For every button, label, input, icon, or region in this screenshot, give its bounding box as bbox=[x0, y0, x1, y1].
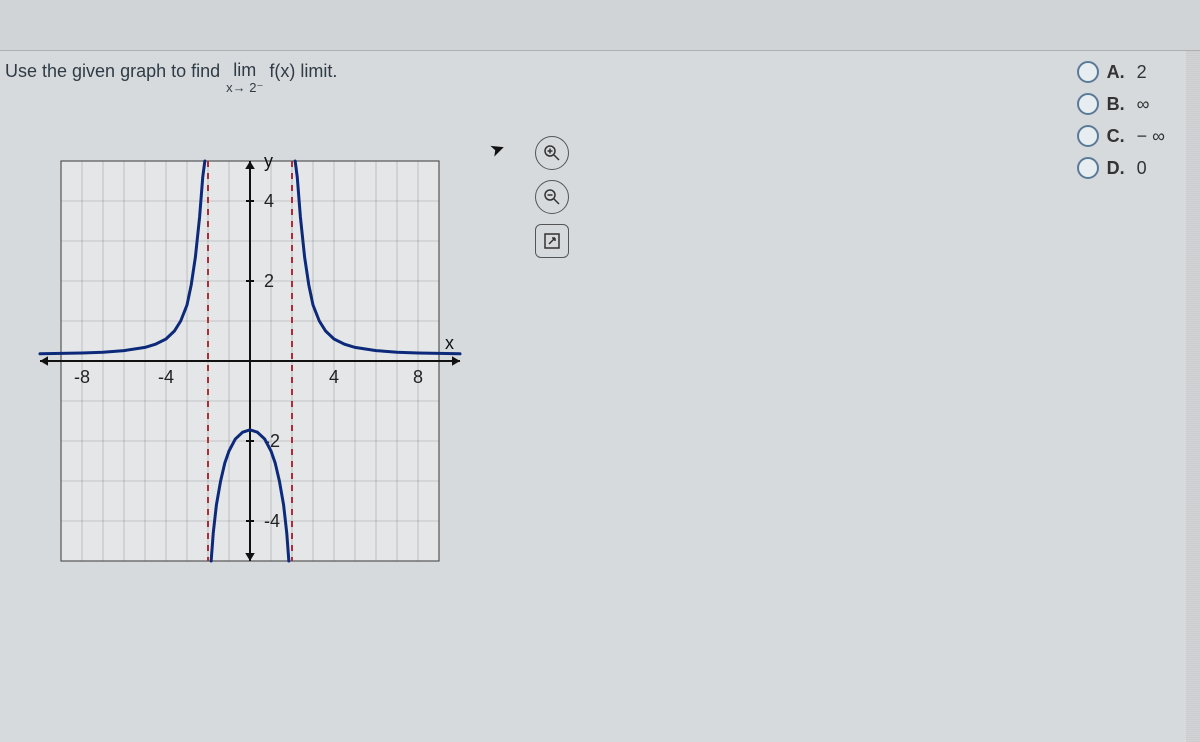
svg-text:-8: -8 bbox=[74, 367, 90, 387]
question-func: f(x) limit. bbox=[269, 61, 337, 82]
graph-tools bbox=[535, 136, 569, 258]
question-lead: Use the given graph to find bbox=[5, 61, 220, 82]
answer-option-b[interactable]: B. ∞ bbox=[1077, 93, 1165, 115]
limit-sub: x→ 2⁻ bbox=[226, 81, 263, 94]
svg-text:x: x bbox=[445, 333, 454, 353]
radio-b[interactable] bbox=[1077, 93, 1099, 115]
svg-text:-4: -4 bbox=[158, 367, 174, 387]
graph-container: yx-8-44842-2-4 bbox=[10, 131, 530, 591]
answer-value-a: 2 bbox=[1137, 62, 1147, 83]
answer-value-d: 0 bbox=[1137, 158, 1147, 179]
answer-value-b: ∞ bbox=[1137, 94, 1150, 115]
expand-button[interactable] bbox=[535, 224, 569, 258]
scrollbar[interactable] bbox=[1186, 51, 1200, 742]
zoom-in-button[interactable] bbox=[535, 136, 569, 170]
answer-letter-d: D. bbox=[1107, 158, 1125, 179]
svg-text:4: 4 bbox=[264, 191, 274, 211]
limit-expression: lim x→ 2⁻ bbox=[226, 61, 263, 94]
answer-option-d[interactable]: D. 0 bbox=[1077, 157, 1165, 179]
svg-text:4: 4 bbox=[329, 367, 339, 387]
answer-letter-a: A. bbox=[1107, 62, 1125, 83]
radio-d[interactable] bbox=[1077, 157, 1099, 179]
limit-top: lim bbox=[233, 61, 256, 79]
svg-text:2: 2 bbox=[264, 271, 274, 291]
radio-c[interactable] bbox=[1077, 125, 1099, 147]
question-page: Use the given graph to find lim x→ 2⁻ f(… bbox=[0, 50, 1200, 742]
answer-letter-b: B. bbox=[1107, 94, 1125, 115]
answer-option-a[interactable]: A. 2 bbox=[1077, 61, 1165, 83]
radio-a[interactable] bbox=[1077, 61, 1099, 83]
svg-text:-4: -4 bbox=[264, 511, 280, 531]
svg-text:y: y bbox=[264, 151, 273, 171]
answer-option-c[interactable]: C. − ∞ bbox=[1077, 125, 1165, 147]
answer-choices: A. 2 B. ∞ C. − ∞ D. 0 bbox=[1077, 61, 1165, 179]
answer-value-c: − ∞ bbox=[1137, 126, 1165, 147]
answer-letter-c: C. bbox=[1107, 126, 1125, 147]
question-text: Use the given graph to find lim x→ 2⁻ f(… bbox=[5, 61, 337, 94]
svg-text:8: 8 bbox=[413, 367, 423, 387]
graph-svg: yx-8-44842-2-4 bbox=[10, 131, 530, 591]
zoom-out-button[interactable] bbox=[535, 180, 569, 214]
